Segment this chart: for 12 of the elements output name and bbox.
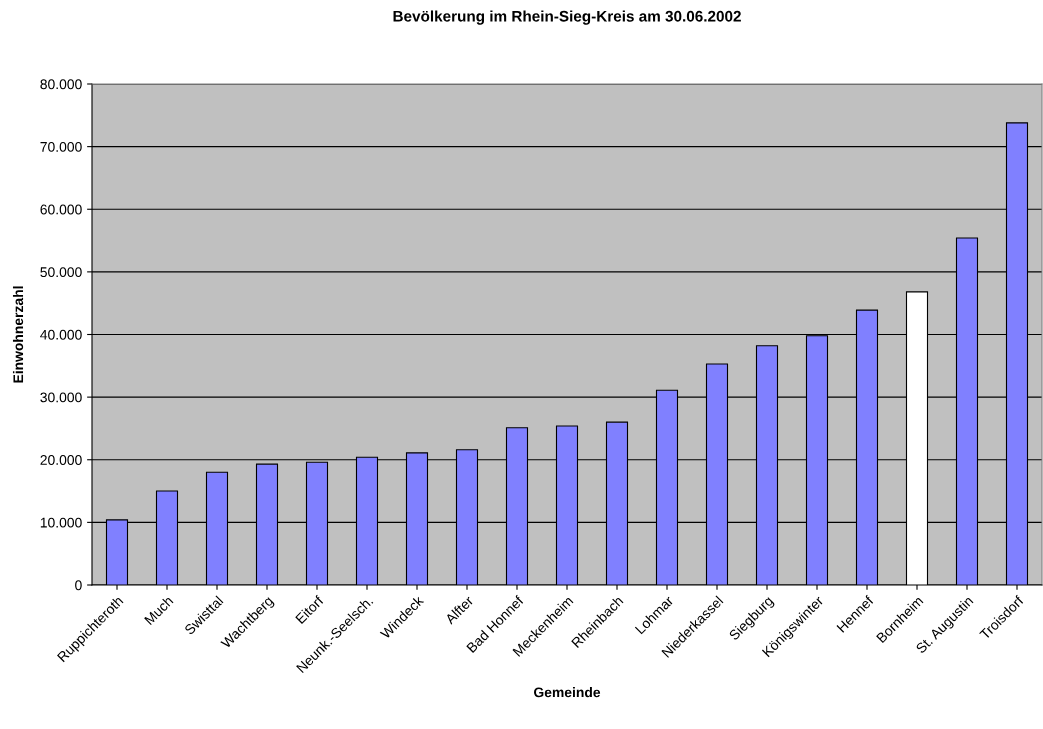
y-tick-label: 10.000	[40, 517, 82, 528]
y-tick-label: 40.000	[40, 329, 82, 340]
y-tick-label: 80.000	[40, 79, 82, 90]
x-axis-title: Gemeinde	[534, 687, 601, 698]
y-tick-label: 30.000	[40, 392, 82, 403]
chart-title: Bevölkerung im Rhein-Sieg-Kreis am 30.06.2002	[393, 10, 741, 25]
y-tick-label: 70.000	[40, 141, 82, 152]
y-tick-label: 0	[75, 580, 82, 591]
y-tick-label: 50.000	[40, 267, 82, 278]
y-tick-label: 20.000	[40, 455, 82, 465]
y-axis-title: Einwohnerzahl	[12, 286, 24, 383]
y-tick-label: 60.000	[40, 204, 82, 215]
